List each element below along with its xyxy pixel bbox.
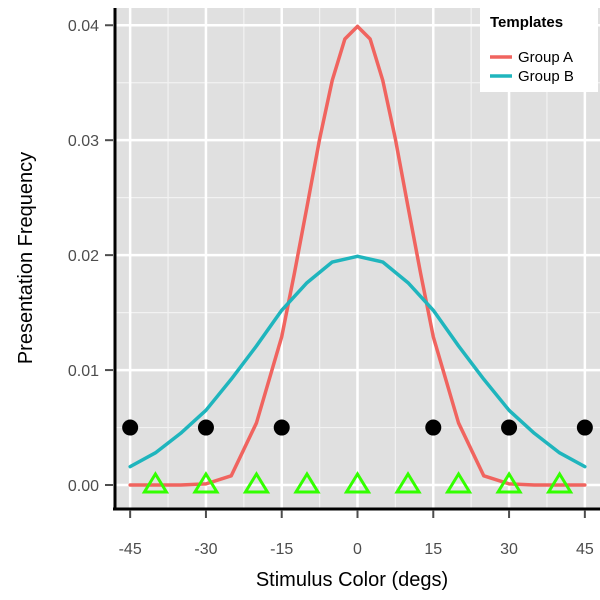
series-line-group-b <box>128 254 587 469</box>
triangle-point <box>495 471 523 494</box>
circle-point <box>273 419 290 436</box>
circle-point <box>197 419 214 436</box>
y-tick-label: 0.04 <box>68 18 99 35</box>
y-axis-ticks: 0.00 0.01 0.02 0.03 0.04 <box>68 18 113 495</box>
x-tick-label: -15 <box>270 541 293 558</box>
triangle-point <box>343 471 372 494</box>
x-tick-label: 30 <box>500 541 518 558</box>
triangle-point <box>293 471 321 494</box>
y-tick-label: 0.00 <box>68 478 99 495</box>
legend-label-group-b: Group B <box>518 68 574 85</box>
circle-point <box>501 419 518 436</box>
x-tick-label: 15 <box>424 541 442 558</box>
x-tick-label: -30 <box>194 541 217 558</box>
x-axis-title: Stimulus Color (degs) <box>256 569 448 591</box>
y-tick-label: 0.02 <box>68 248 99 265</box>
triangle-point <box>192 471 220 494</box>
triangle-point <box>444 471 473 494</box>
triangle-point <box>545 471 574 494</box>
y-tick-label: 0.03 <box>68 133 99 150</box>
y-axis-title: Presentation Frequency <box>15 152 37 364</box>
series-line-group-a <box>128 24 587 487</box>
y-tick-label: 0.01 <box>68 363 99 380</box>
x-axis-ticks: -45 -30 -15 0 15 30 45 <box>119 510 594 558</box>
circle-point <box>425 419 442 436</box>
legend-label-group-a: Group A <box>518 49 573 66</box>
legend: Templates Group A Group B <box>480 6 598 92</box>
legend-title: Templates <box>490 14 563 31</box>
series-lines <box>128 24 587 487</box>
triangle-point <box>394 471 422 494</box>
triangle-point <box>141 471 170 494</box>
point-markers <box>122 419 593 494</box>
triangle-point <box>242 471 271 494</box>
x-tick-label: 0 <box>353 541 362 558</box>
circle-point <box>122 419 139 436</box>
x-tick-label: -45 <box>119 541 142 558</box>
circle-point <box>576 419 593 436</box>
x-tick-label: 45 <box>576 541 594 558</box>
